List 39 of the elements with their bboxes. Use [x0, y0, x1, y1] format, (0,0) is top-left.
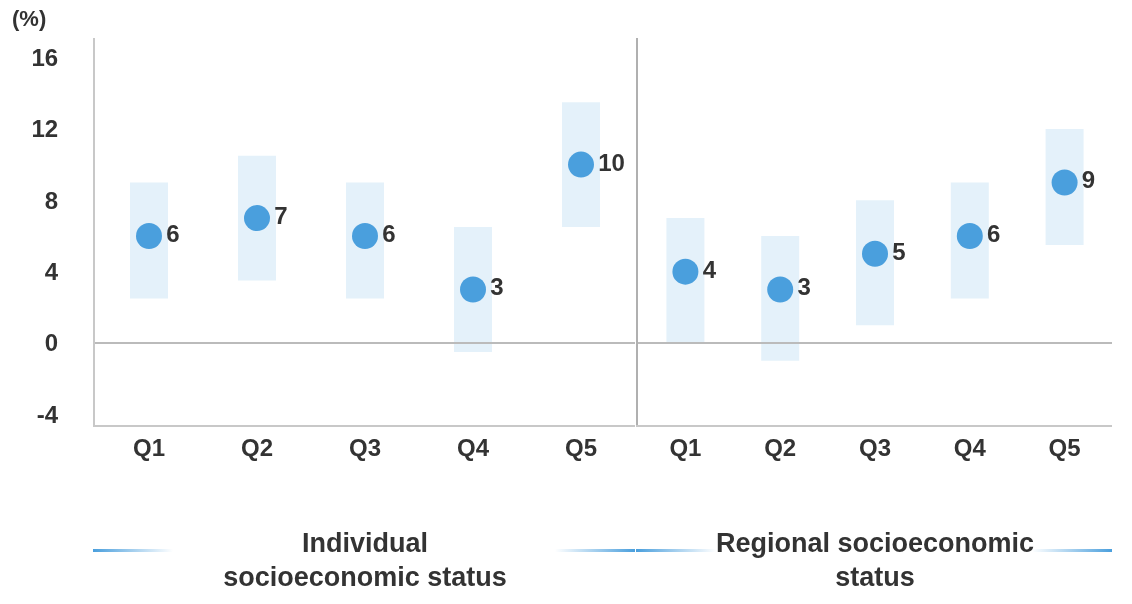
data-label: 6 [166, 219, 180, 247]
point [767, 276, 794, 303]
data-label: 6 [382, 219, 396, 247]
data-label: 3 [797, 273, 811, 301]
y-tick-label: -4 [36, 400, 59, 428]
x-tick-label: Q3 [858, 433, 892, 461]
x-tick-label: Q2 [240, 433, 274, 461]
point [460, 276, 486, 303]
point [862, 240, 888, 267]
point [352, 222, 378, 249]
x-tick-label: Q5 [1048, 433, 1081, 461]
data-label: 6 [987, 219, 1001, 247]
data-label: 5 [892, 237, 906, 265]
y-axis-title: (%) [12, 6, 47, 32]
data-label: 4 [702, 255, 717, 283]
y-tick-label: 16 [31, 44, 59, 72]
x-tick-label: Q1 [669, 433, 702, 461]
point [568, 151, 594, 178]
x-tick-label: Q4 [456, 433, 490, 461]
point [956, 222, 983, 249]
x-tick-label: Q2 [764, 433, 797, 461]
x-tick-label: Q1 [132, 433, 166, 461]
point [136, 222, 162, 249]
data-label: 9 [1081, 166, 1096, 194]
x-axis-title: Individual socioeconomic status [222, 527, 508, 594]
x-tick-label: Q3 [348, 433, 382, 461]
point [672, 258, 699, 285]
x-tick-label: Q4 [953, 433, 987, 461]
y-tick-label: 4 [44, 258, 59, 286]
y-tick-label: 8 [44, 186, 59, 214]
x-tick-label: Q5 [564, 433, 598, 461]
y-tick-label: 12 [31, 115, 59, 143]
point [1051, 169, 1078, 196]
x-axis-title: Regional socioeconomic status [714, 527, 1036, 594]
point [244, 205, 270, 232]
data-label: 3 [490, 273, 504, 301]
data-label: 7 [274, 202, 288, 230]
y-tick-label: 0 [44, 329, 59, 357]
data-label: 10 [598, 148, 625, 176]
